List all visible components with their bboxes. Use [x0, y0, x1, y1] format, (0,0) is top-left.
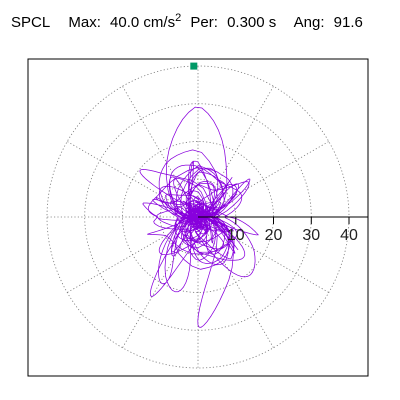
grid-spoke-30 — [197, 141, 329, 218]
grid-spoke-300 — [197, 216, 274, 348]
angle-label: Ang: — [293, 14, 325, 31]
radial-tick-label-10: 10 — [227, 227, 245, 244]
radial-tick-label-30: 30 — [302, 227, 320, 244]
radial-tick-labels: 10 20 30 40 — [227, 227, 358, 244]
polar-grid — [46, 65, 350, 369]
grid-spoke-120 — [122, 86, 199, 218]
max-value: 40.0 — [110, 14, 140, 31]
radial-tick-label-20: 20 — [265, 227, 283, 244]
grid-spoke-60 — [197, 86, 274, 218]
plot-frame — [27, 58, 369, 377]
period-value: 0.300 s — [227, 14, 277, 31]
period-label: Per: — [190, 14, 218, 31]
chart-header: SPCL Max: 40.0 cm/s2 Per: 0.300 s Ang: 9… — [11, 12, 363, 32]
max-unit: cm/s — [143, 14, 176, 31]
radial-axis — [198, 216, 368, 224]
grid-spoke-210 — [67, 216, 199, 293]
station-code: SPCL — [11, 14, 51, 31]
grid-spoke-240 — [122, 216, 199, 348]
max-marker — [190, 62, 198, 70]
grid-spoke-330 — [197, 216, 329, 293]
motion-trace-path — [139, 106, 260, 328]
max-label: Max: — [68, 14, 101, 31]
angle-value: 91.6 — [333, 14, 363, 31]
grid-spoke-150 — [67, 141, 199, 218]
max-unit-exponent: 2 — [175, 12, 182, 24]
radial-tick-label-40: 40 — [340, 227, 358, 244]
motion-trace — [139, 106, 260, 328]
